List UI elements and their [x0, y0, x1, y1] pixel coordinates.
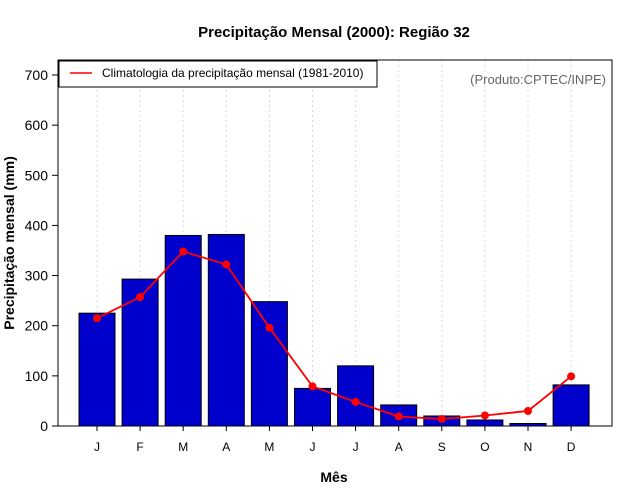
climatology-point-5 — [265, 323, 274, 332]
y-tick-label: 100 — [25, 368, 49, 384]
legend-box — [58, 60, 378, 88]
x-tick-label: M — [264, 440, 274, 454]
climatology-point-6 — [308, 382, 317, 391]
bar-2 — [121, 278, 159, 427]
bars-layer — [78, 233, 590, 427]
climatology-point-2 — [136, 293, 145, 302]
x-tick-label: M — [178, 440, 188, 454]
x-tick-label: J — [353, 440, 359, 454]
climatology-line-layer — [93, 247, 576, 423]
x-tick-label: O — [480, 440, 489, 454]
climatology-point-11 — [524, 406, 532, 415]
bar-10 — [466, 419, 504, 427]
y-tick-label: 500 — [25, 167, 49, 183]
climatology-point-4 — [222, 260, 231, 269]
legend-label: Climatologia da precipitação mensal (198… — [102, 66, 363, 80]
x-axis-title: Mês — [320, 469, 347, 485]
climatology-point-8 — [394, 412, 403, 421]
credit-text: (Produto:CPTEC/INPE) — [470, 72, 606, 87]
x-tick-label: A — [222, 440, 230, 454]
climatology-point-10 — [480, 411, 489, 420]
y-tick-label: 0 — [40, 418, 48, 434]
y-tick-label: 200 — [25, 318, 49, 334]
y-tick-label: 600 — [25, 117, 49, 133]
y-tick-label: 300 — [25, 268, 49, 284]
bar-7 — [337, 365, 375, 427]
plot-frame — [57, 59, 613, 427]
x-tick-label: A — [395, 440, 403, 454]
climatology-point-1 — [93, 314, 101, 323]
bar-5 — [250, 301, 288, 427]
bar-12 — [552, 384, 590, 427]
chart-title: Precipitação Mensal (2000): Região 32 — [198, 24, 470, 41]
climatology-point-3 — [179, 247, 188, 256]
climatology-point-12 — [567, 372, 576, 381]
climatology-point-7 — [351, 397, 360, 406]
y-tick-label: 700 — [25, 67, 49, 83]
x-tick-label: N — [524, 440, 533, 454]
y-axis-title: Precipitação mensal (mm) — [1, 156, 17, 330]
x-tick-label: S — [438, 440, 446, 454]
x-tick-label: J — [310, 440, 316, 454]
legend: Climatologia da precipitação mensal (198… — [58, 60, 378, 88]
bar-1 — [78, 312, 116, 427]
x-tick-label: J — [94, 440, 100, 454]
climatology-line — [96, 250, 572, 420]
climatology-point-9 — [437, 414, 446, 423]
bar-6 — [294, 387, 331, 427]
x-tick-label: F — [136, 440, 143, 454]
y-tick-label: 400 — [25, 217, 49, 233]
y-axis: 0 100 200 300 400 500 600 700 — [25, 67, 58, 434]
x-tick-label: D — [567, 440, 576, 454]
